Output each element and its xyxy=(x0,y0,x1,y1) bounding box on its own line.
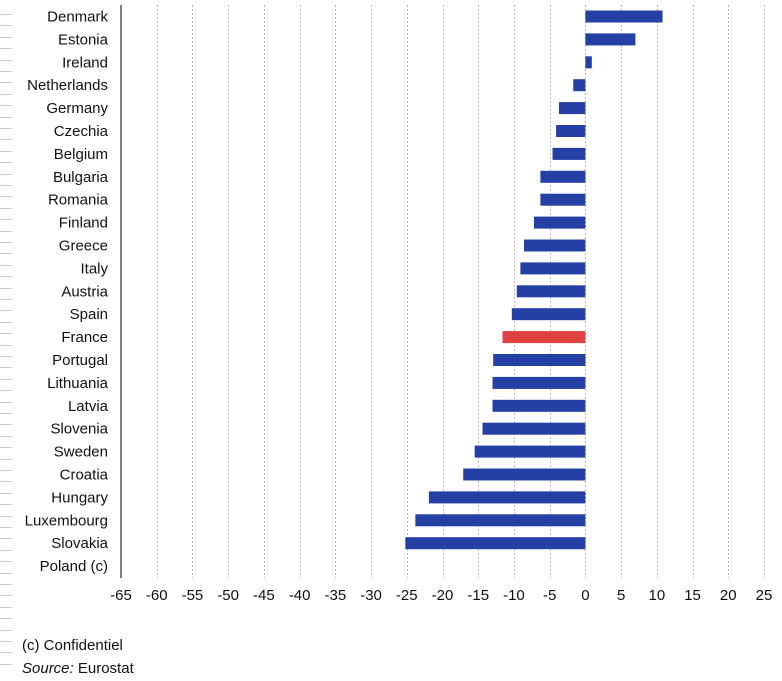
bar-bulgaria xyxy=(540,170,586,183)
x-tick-label: 15 xyxy=(684,587,701,604)
category-label-italy: Italy xyxy=(80,260,108,277)
left-margin-ticks xyxy=(0,14,12,665)
category-label-netherlands: Netherlands xyxy=(27,77,108,94)
bar-finland xyxy=(533,216,586,229)
bar-hungary xyxy=(428,491,586,504)
category-label-germany: Germany xyxy=(46,100,108,117)
bar-germany xyxy=(558,102,586,115)
category-label-romania: Romania xyxy=(48,192,109,209)
x-tick-label: -45 xyxy=(253,587,275,604)
x-tick-label: 0 xyxy=(581,587,589,604)
x-tick-label: -60 xyxy=(146,587,168,604)
category-label-latvia: Latvia xyxy=(68,398,109,415)
x-tick-label: 20 xyxy=(720,587,737,604)
category-label-croatia: Croatia xyxy=(60,467,109,484)
x-tick-label: -35 xyxy=(324,587,346,604)
x-tick-label: -20 xyxy=(432,587,454,604)
category-label-greece: Greece xyxy=(59,238,108,255)
bar-austria xyxy=(516,285,586,298)
category-label-poland-c: Poland (c) xyxy=(40,558,108,575)
bar-lithuania xyxy=(492,376,586,389)
x-tick-label: 25 xyxy=(756,587,773,604)
bar-portugal xyxy=(493,354,586,366)
x-tick-label: -55 xyxy=(182,587,204,604)
category-label-slovakia: Slovakia xyxy=(51,535,108,552)
gridlines xyxy=(157,5,765,578)
x-tick-label: 5 xyxy=(617,587,625,604)
bar-croatia xyxy=(463,468,586,481)
bar-estonia xyxy=(585,33,636,46)
bar-sweden xyxy=(474,445,586,458)
x-tick-label: -30 xyxy=(360,587,382,604)
bar-belgium xyxy=(552,147,586,160)
category-label-portugal: Portugal xyxy=(52,352,108,369)
category-label-france: France xyxy=(61,329,108,346)
category-label-denmark: Denmark xyxy=(47,9,108,26)
bar-netherlands xyxy=(573,79,586,92)
category-label-belgium: Belgium xyxy=(54,146,108,163)
category-labels: Denmark Estonia Ireland Netherlands Germany C… xyxy=(25,9,109,576)
bar-ireland xyxy=(585,56,592,69)
x-tick-label: -25 xyxy=(396,587,418,604)
bar-denmark xyxy=(585,10,663,23)
x-tick-label: 10 xyxy=(648,587,665,604)
bar-czechia xyxy=(556,125,586,137)
bar-greece xyxy=(523,239,586,252)
category-label-bulgaria: Bulgaria xyxy=(53,169,109,186)
category-label-estonia: Estonia xyxy=(58,31,109,48)
x-tick-label: -50 xyxy=(217,587,239,604)
bar-slovakia xyxy=(405,537,586,550)
category-label-finland: Finland xyxy=(59,215,108,232)
x-tick-labels: -65 -60 -55 -50 -45 -40 -35 -30 -25 -20 -15 -10 -5 0 5… xyxy=(110,587,772,604)
bar-spain xyxy=(511,308,586,321)
bars xyxy=(405,10,663,550)
x-tick-label: -5 xyxy=(543,587,556,604)
source-text: Eurostat xyxy=(73,660,134,677)
bar-italy xyxy=(520,262,586,275)
bar-france xyxy=(502,331,586,344)
confidential-note: (c) Confidentiel xyxy=(22,637,123,654)
x-tick-label: -40 xyxy=(289,587,311,604)
category-label-luxembourg: Luxembourg xyxy=(25,512,108,529)
category-label-sweden: Sweden xyxy=(54,444,108,461)
category-label-slovenia: Slovenia xyxy=(50,421,108,438)
x-tick-label: -65 xyxy=(110,587,132,604)
bar-latvia xyxy=(492,399,586,412)
category-label-czechia: Czechia xyxy=(54,123,109,140)
category-label-austria: Austria xyxy=(61,283,108,300)
category-label-lithuania: Lithuania xyxy=(47,375,109,392)
x-tick-label: -10 xyxy=(503,587,525,604)
bar-luxembourg xyxy=(415,514,586,527)
category-label-ireland: Ireland xyxy=(62,54,108,71)
source-note: Source: Eurostat xyxy=(22,660,134,677)
category-label-hungary: Hungary xyxy=(51,489,108,506)
bar-romania xyxy=(540,193,586,206)
source-label: Source: xyxy=(22,660,74,677)
bar-slovenia xyxy=(482,422,586,435)
x-tick-label: -15 xyxy=(467,587,489,604)
category-label-spain: Spain xyxy=(70,306,108,323)
